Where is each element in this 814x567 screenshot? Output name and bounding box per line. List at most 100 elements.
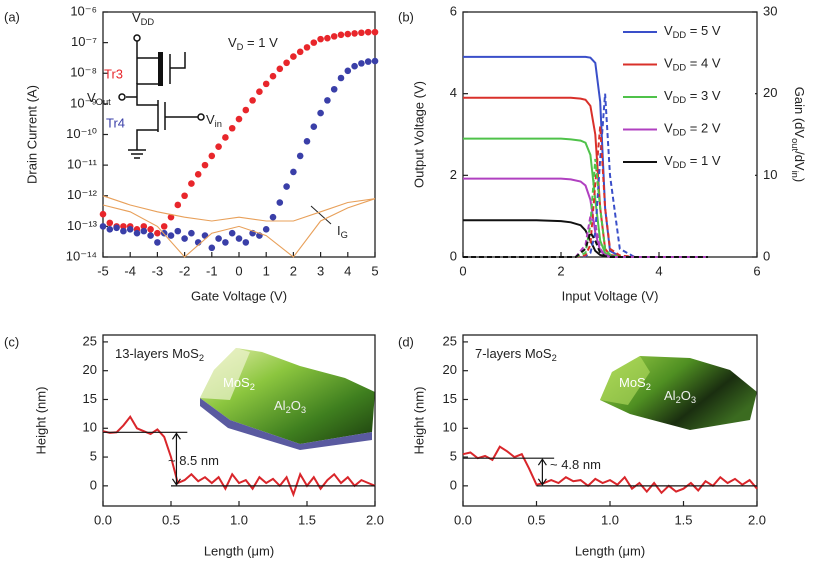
text-part: 2 <box>552 353 557 363</box>
data-point <box>337 74 345 82</box>
text-part: V <box>664 153 673 168</box>
data-point <box>235 235 243 242</box>
gain-line <box>463 213 708 258</box>
data-point <box>133 229 141 237</box>
data-point <box>140 227 148 235</box>
height-arrow <box>537 458 547 486</box>
x-tick-label: 0 <box>459 263 466 278</box>
y-tick-label: 15 <box>443 391 457 406</box>
text-part: = 5 V <box>686 23 721 38</box>
y-tick-label: 10⁻¹¹ <box>67 157 98 172</box>
y-tick-label: 2 <box>450 167 457 182</box>
data-point <box>222 239 229 246</box>
y-tick-label: 10⁻⁹ <box>70 95 97 110</box>
data-point <box>188 180 195 187</box>
chart-title: 13-layers MoS2 <box>115 346 204 363</box>
x-tick-label: 6 <box>753 263 760 278</box>
x-tick-label: 1.5 <box>298 512 316 527</box>
y-tick-label: 10⁻¹² <box>67 187 98 202</box>
y-tick-label: 10⁻¹³ <box>67 218 98 233</box>
data-point <box>262 80 270 88</box>
y2-tick-label: 10 <box>763 167 777 182</box>
data-point <box>276 199 284 206</box>
data-point <box>296 48 304 56</box>
text-part: = 3 V <box>686 88 721 103</box>
data-point <box>215 235 222 242</box>
data-point <box>324 97 331 104</box>
x-tick-label: -1 <box>206 263 218 278</box>
panel-label: (c) <box>4 334 19 349</box>
data-point <box>154 229 161 237</box>
afm-image <box>200 348 375 450</box>
data-point <box>208 152 216 160</box>
x-tick-label: 1.5 <box>674 512 692 527</box>
y-tick-label: 10⁻¹⁴ <box>66 248 97 263</box>
text-part: 2 <box>646 382 651 392</box>
data-line <box>102 415 376 498</box>
text-part: V <box>664 121 673 136</box>
text-part: Out <box>96 97 111 107</box>
y-tick-label: 5 <box>90 448 97 463</box>
y2-tick-label: 0 <box>763 248 770 263</box>
annotation: MoS2 <box>223 375 255 392</box>
text-part: V <box>87 90 96 105</box>
data-point <box>113 224 120 232</box>
text-part: DD <box>673 30 687 40</box>
data-point <box>201 232 209 239</box>
data-line <box>463 177 620 258</box>
y-tick-label: 6 <box>450 3 457 18</box>
data-point <box>303 137 311 145</box>
x-tick-label: 2 <box>290 263 297 278</box>
text-part: V <box>664 56 673 71</box>
x-tick-label: 0.0 <box>94 512 112 527</box>
text-part: I <box>337 223 341 238</box>
annotation: Al2O3 <box>274 398 306 415</box>
y-tick-label: 25 <box>83 333 97 348</box>
data-line <box>463 96 620 258</box>
data-point <box>351 30 358 37</box>
y2-tick-label: 20 <box>763 85 777 100</box>
text-part: DD <box>673 160 687 170</box>
text-part: O <box>681 388 691 403</box>
data-line <box>463 137 620 258</box>
y2-axis-label: Gain (dVout/dVin) <box>790 87 807 182</box>
data-point <box>364 28 372 36</box>
text-part: V <box>664 23 673 38</box>
annotation: VDD <box>132 10 154 27</box>
text-part: V <box>664 88 673 103</box>
chart-title: 7-layers MoS2 <box>475 346 557 363</box>
y-tick-label: 25 <box>443 333 457 348</box>
data-point <box>317 35 324 43</box>
data-point <box>337 31 345 39</box>
data-point <box>215 143 222 150</box>
data-point <box>242 106 250 114</box>
panel-label: (a) <box>4 9 20 24</box>
data-point <box>99 223 107 230</box>
annotation: ~ 8.5 nm <box>168 453 219 468</box>
data-point <box>371 28 379 36</box>
data-point <box>181 192 188 200</box>
x-tick-label: 2.0 <box>366 512 384 527</box>
panel-label: (b) <box>398 9 414 24</box>
data-point <box>358 60 365 67</box>
data-point <box>181 235 188 242</box>
text-part: in <box>790 171 800 178</box>
y2-tick-label: 30 <box>763 3 777 18</box>
x-tick-label: 5 <box>371 263 378 278</box>
text-part: 2 <box>676 395 681 405</box>
data-point <box>201 161 209 169</box>
text-part: in <box>215 119 222 129</box>
data-point <box>303 44 311 51</box>
x-tick-label: 0 <box>235 263 242 278</box>
legend-label: VDD = 1 V <box>664 153 721 170</box>
text-part: DD <box>673 128 687 138</box>
text-part: 7-layers MoS <box>475 346 552 361</box>
y-tick-label: 10 <box>443 420 457 435</box>
y-tick-label: 10 <box>83 420 97 435</box>
data-point <box>99 210 107 218</box>
y-tick-label: 20 <box>83 362 97 377</box>
x-tick-label: 2 <box>557 263 564 278</box>
x-tick-label: -3 <box>152 263 164 278</box>
data-point <box>140 223 148 230</box>
data-point <box>126 226 134 233</box>
